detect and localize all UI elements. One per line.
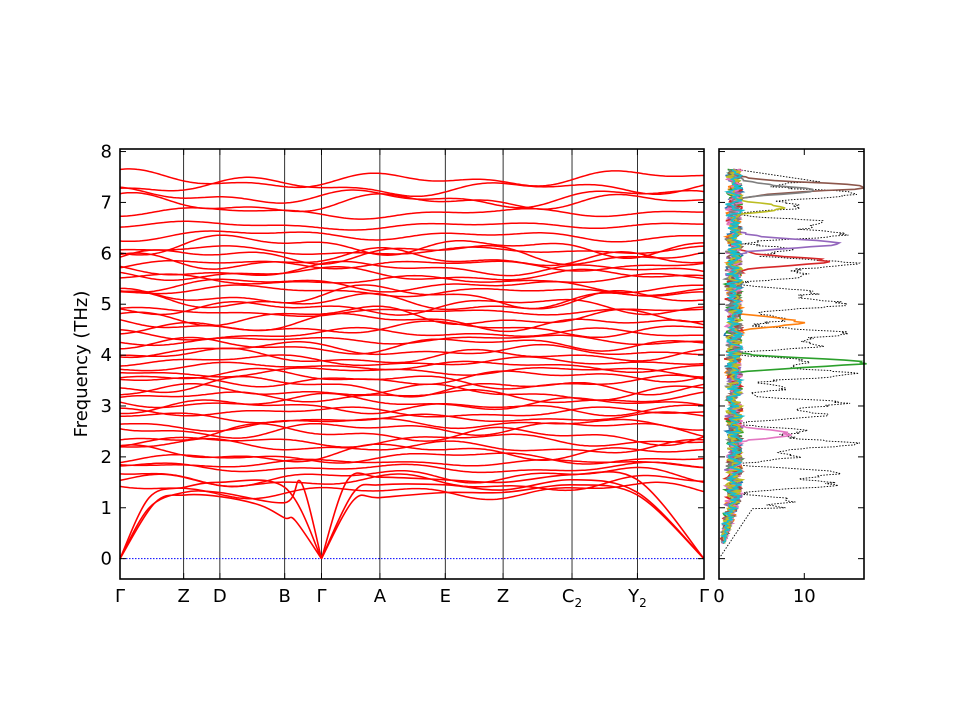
- band-lines: [119, 168, 705, 560]
- optical-band: [119, 481, 705, 501]
- total-dos-line: [720, 168, 862, 557]
- partial-dos-line: [719, 169, 746, 544]
- optical-band: [120, 437, 705, 454]
- y-tick-label: 7: [101, 192, 112, 213]
- optical-band: [119, 422, 705, 439]
- optical-band: [119, 220, 705, 231]
- optical-band: [119, 433, 705, 448]
- optical-band: [119, 272, 705, 285]
- y-tick-label: 0: [101, 549, 112, 570]
- dos-lines: [719, 168, 867, 557]
- optical-band: [119, 341, 705, 359]
- dos-axis-ticks: 0 10: [713, 149, 864, 607]
- x-axis-ticks: Γ Z D B Γ A E Z C2 Y2 Γ: [115, 149, 709, 610]
- optical-band: [119, 230, 705, 243]
- dos-plot-area: [719, 149, 864, 579]
- optical-band: [119, 298, 705, 316]
- optical-band: [119, 443, 705, 463]
- y-axis-title: Frequency (THz): [71, 291, 92, 438]
- optical-band: [119, 461, 705, 474]
- optical-band: [119, 374, 705, 390]
- optical-band: [120, 399, 704, 417]
- acoustic-band: [320, 484, 705, 560]
- x-tick-label: Y2: [627, 586, 647, 610]
- x-tick-label: C2: [562, 586, 582, 610]
- band-structure-panel: 0 1 2 3 4 5 6 7 8 Γ Z D B Γ A E Z C2 Y2 Γ Frequency (THz): [71, 142, 709, 610]
- optical-band: [119, 466, 705, 488]
- optical-band: [119, 234, 704, 260]
- y-tick-label: 8: [101, 142, 112, 163]
- optical-band: [119, 417, 704, 432]
- acoustic-band: [119, 479, 323, 560]
- dos-panel: 0 10: [713, 148, 867, 607]
- x-tick-label: Z: [497, 586, 509, 607]
- y-tick-label: 1: [101, 498, 112, 519]
- x-tick-label: B: [279, 586, 291, 607]
- optical-band: [119, 176, 705, 198]
- y-tick-label: 4: [101, 345, 112, 366]
- y-tick-label: 5: [101, 294, 112, 315]
- optical-band: [119, 406, 705, 418]
- optical-band: [119, 422, 705, 447]
- optical-band: [119, 284, 705, 310]
- optical-band: [119, 244, 705, 266]
- optical-band: [119, 354, 705, 367]
- optical-band: [120, 207, 704, 220]
- x-tick-label: Γ: [316, 586, 326, 607]
- optical-band: [119, 367, 705, 386]
- y-tick-label: 2: [101, 447, 112, 468]
- optical-band: [119, 245, 705, 255]
- dos-plot-frame: [718, 148, 865, 580]
- band-plot-frame: [119, 148, 705, 580]
- dos-x-tick-label: 10: [793, 586, 816, 607]
- optical-band: [119, 382, 705, 401]
- x-tick-label: E: [440, 586, 451, 607]
- optical-band: [119, 260, 705, 277]
- dos-x-tick-label: 0: [713, 586, 724, 607]
- optical-band: [119, 278, 704, 294]
- x-tick-label: Γ: [115, 586, 125, 607]
- optical-band: [119, 326, 705, 341]
- y-tick-label: 3: [101, 396, 112, 417]
- optical-band: [119, 312, 705, 333]
- optical-band: [119, 186, 705, 209]
- optical-band: [119, 392, 705, 411]
- y-tick-label: 6: [101, 243, 112, 264]
- optical-band: [119, 260, 705, 272]
- x-tick-label: Γ: [699, 586, 709, 607]
- optical-band: [119, 360, 705, 374]
- x-tick-label: Z: [177, 586, 189, 607]
- x-tick-label: D: [213, 586, 227, 607]
- x-tick-label: A: [374, 586, 387, 607]
- y-axis-ticks: 0 1 2 3 4 5 6 7 8: [101, 142, 704, 570]
- optical-band: [119, 306, 705, 318]
- optical-band: [119, 266, 705, 282]
- optical-band: [119, 168, 704, 189]
- optical-band: [119, 284, 705, 298]
